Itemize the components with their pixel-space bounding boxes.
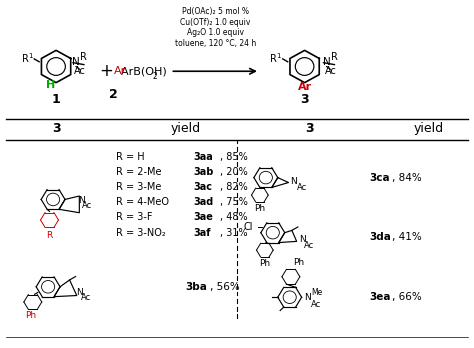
Text: yield: yield xyxy=(170,122,201,135)
Text: R = 3-F: R = 3-F xyxy=(116,213,152,222)
Text: , 56%: , 56% xyxy=(210,282,240,292)
Text: Ac: Ac xyxy=(304,241,314,250)
Text: H: H xyxy=(46,80,56,90)
Text: , 84%: , 84% xyxy=(392,173,422,183)
Text: Ph: Ph xyxy=(25,311,36,321)
Text: Me: Me xyxy=(311,288,323,297)
Text: Ac: Ac xyxy=(74,66,86,76)
Text: Ac: Ac xyxy=(325,66,337,76)
Text: N: N xyxy=(72,57,80,67)
Text: Ph: Ph xyxy=(259,259,270,268)
Text: N: N xyxy=(76,288,83,297)
Text: , 75%: , 75% xyxy=(220,197,248,207)
Text: 3ad: 3ad xyxy=(193,197,213,207)
Text: Ac: Ac xyxy=(310,300,321,309)
Text: Cl: Cl xyxy=(244,222,253,232)
Text: 1: 1 xyxy=(52,93,61,106)
Text: Ac: Ac xyxy=(81,293,91,302)
Text: , 41%: , 41% xyxy=(392,232,422,243)
Text: 3: 3 xyxy=(301,93,309,106)
Text: R = 3-NO₂: R = 3-NO₂ xyxy=(116,228,165,238)
Text: yield: yield xyxy=(414,122,444,135)
Text: , 85%: , 85% xyxy=(220,152,248,162)
Text: R = 2-Me: R = 2-Me xyxy=(116,167,161,177)
Text: 3: 3 xyxy=(305,122,314,135)
Text: R: R xyxy=(46,231,53,240)
Text: N: N xyxy=(323,57,330,67)
Text: R = 4-MeO: R = 4-MeO xyxy=(116,197,169,207)
Text: N: N xyxy=(305,293,311,302)
Text: 3ea: 3ea xyxy=(369,292,391,302)
Text: R: R xyxy=(22,54,29,64)
Text: Pd(OAc)₂ 5 mol %
Cu(OTf)₂ 1.0 equiv
Ag₂O 1.0 equiv
toluene, 120 °C, 24 h: Pd(OAc)₂ 5 mol % Cu(OTf)₂ 1.0 equiv Ag₂O… xyxy=(174,7,256,48)
Text: Ac: Ac xyxy=(296,183,307,192)
Text: 3ab: 3ab xyxy=(193,167,214,177)
Text: 3da: 3da xyxy=(369,232,391,243)
Text: 3: 3 xyxy=(52,122,60,135)
Text: 2: 2 xyxy=(109,88,118,102)
Text: , 48%: , 48% xyxy=(220,213,248,222)
Text: , 66%: , 66% xyxy=(392,292,422,302)
Text: R: R xyxy=(270,54,277,64)
Text: 3ae: 3ae xyxy=(193,213,213,222)
Text: N: N xyxy=(78,196,85,205)
Text: 1: 1 xyxy=(28,53,32,59)
Text: 3ac: 3ac xyxy=(193,182,212,192)
Text: R = H: R = H xyxy=(116,152,145,162)
Text: N: N xyxy=(291,177,297,186)
Text: 3ca: 3ca xyxy=(369,173,390,183)
Text: R: R xyxy=(81,52,87,62)
Text: Ac: Ac xyxy=(82,201,92,210)
Text: ArB(OH): ArB(OH) xyxy=(114,66,166,76)
Text: 2: 2 xyxy=(153,72,157,81)
Text: , 82%: , 82% xyxy=(220,182,248,192)
Text: , 20%: , 20% xyxy=(220,167,248,177)
Text: Ph: Ph xyxy=(293,258,304,267)
Text: Ph: Ph xyxy=(255,204,265,213)
Text: 3af: 3af xyxy=(193,228,211,238)
Text: 3aa: 3aa xyxy=(193,152,213,162)
Text: Ar: Ar xyxy=(298,82,312,92)
Text: Ar: Ar xyxy=(114,66,126,76)
Text: N: N xyxy=(299,235,305,244)
Text: 3ba: 3ba xyxy=(185,282,207,292)
Text: 1: 1 xyxy=(276,53,281,59)
Text: R = 3-Me: R = 3-Me xyxy=(116,182,161,192)
Text: +: + xyxy=(99,62,113,80)
Text: R: R xyxy=(331,52,338,62)
Text: , 31%: , 31% xyxy=(220,228,248,238)
